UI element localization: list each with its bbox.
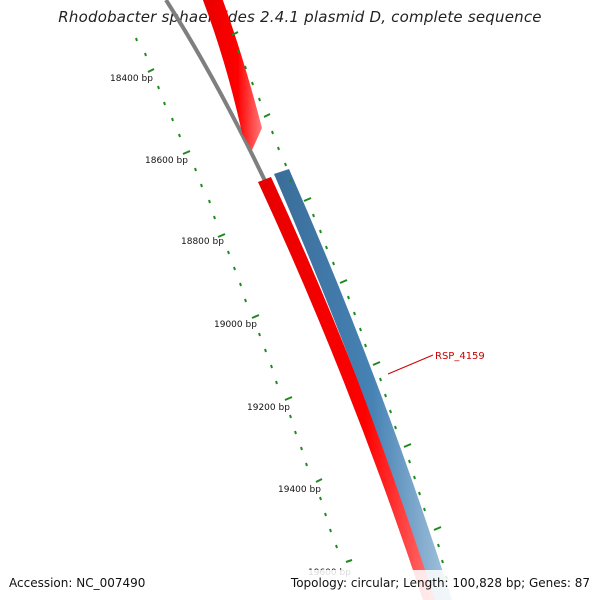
gene-forward-2[interactable] xyxy=(258,177,437,600)
bp-label-19000: 19000 bp xyxy=(214,320,257,330)
gene-forward-1[interactable] xyxy=(201,0,262,150)
gene-label-rsp4159[interactable]: RSP_4159 xyxy=(435,351,485,362)
inner-scale-ticks xyxy=(135,37,353,563)
footer-backdrop xyxy=(0,570,600,600)
outer-scale-ticks xyxy=(231,31,448,580)
topology-summary: Topology: circular; Length: 100,828 bp; … xyxy=(290,576,590,590)
bp-label-18800: 18800 bp xyxy=(181,237,224,247)
bp-label-18400: 18400 bp xyxy=(110,74,153,84)
accession-info: Accession: NC_007490 xyxy=(9,576,146,590)
gene-label-leader xyxy=(387,354,434,375)
backbone-arc xyxy=(164,0,432,600)
gene-reverse-rsp4159[interactable] xyxy=(274,169,452,600)
bp-label-19200: 19200 bp xyxy=(247,403,290,413)
bp-label-18600: 18600 bp xyxy=(145,156,188,166)
bp-label-19400: 19400 bp xyxy=(278,485,321,495)
